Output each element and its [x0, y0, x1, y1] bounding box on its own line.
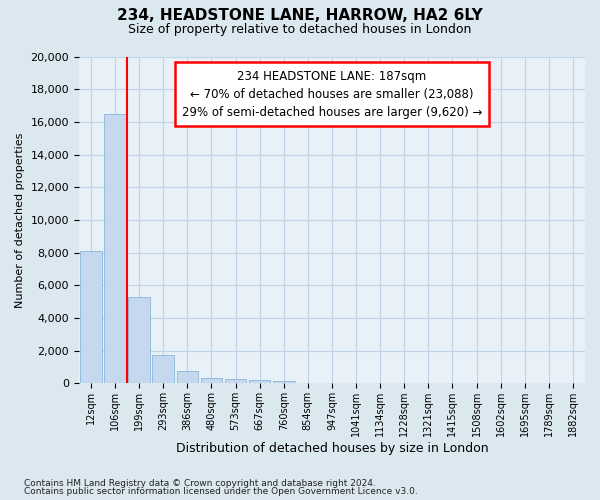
Bar [80, 251, 102, 384]
Text: 234, HEADSTONE LANE, HARROW, HA2 6LY: 234, HEADSTONE LANE, HARROW, HA2 6LY [117, 8, 483, 22]
X-axis label: Distribution of detached houses by size in London: Distribution of detached houses by size … [176, 442, 488, 455]
Text: Contains HM Land Registry data © Crown copyright and database right 2024.: Contains HM Land Registry data © Crown c… [24, 478, 376, 488]
Text: Contains public sector information licensed under the Open Government Licence v3: Contains public sector information licen… [24, 487, 418, 496]
Text: Size of property relative to detached houses in London: Size of property relative to detached ho… [128, 22, 472, 36]
Y-axis label: Number of detached properties: Number of detached properties [15, 132, 25, 308]
Bar [200, 378, 222, 384]
Bar [176, 371, 198, 384]
Bar [225, 379, 247, 384]
Text: 234 HEADSTONE LANE: 187sqm
← 70% of detached houses are smaller (23,088)
29% of : 234 HEADSTONE LANE: 187sqm ← 70% of deta… [182, 70, 482, 118]
Bar [249, 380, 271, 384]
Bar [273, 380, 295, 384]
Bar [128, 296, 150, 384]
Bar [104, 114, 126, 384]
Bar [152, 354, 174, 384]
